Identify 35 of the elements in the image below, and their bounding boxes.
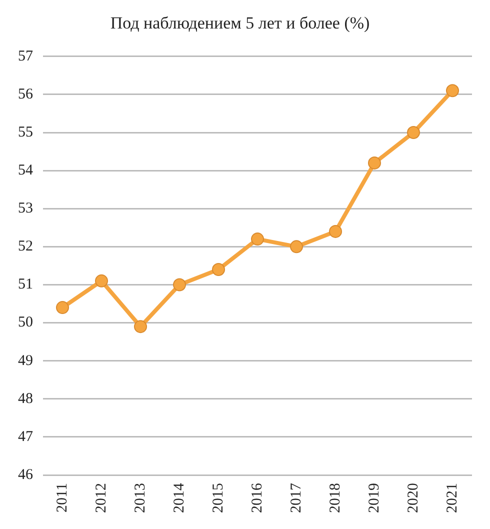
point [329,224,342,238]
y-tick-label: 53 [18,200,33,217]
y-tick-label: 55 [18,124,33,140]
chart-title: Под наблюдением 5 лет и более (%) [110,14,370,33]
point [56,301,69,314]
y-tick-label: 46 [18,466,34,483]
y-tick-label: 56 [18,86,34,102]
x-tick-label: 2011 [54,483,70,512]
point [134,320,147,334]
point [173,278,186,292]
y-tick-label: 47 [18,428,34,445]
y-tick-label: 50 [18,314,33,331]
point [251,232,264,246]
x-tick-label: 2016 [249,482,266,513]
x-tick-label: 2014 [171,482,188,513]
x-tick-label: 2020 [405,483,422,513]
y-tick-label: 52 [18,238,33,255]
y-tick-label: 57 [18,48,34,64]
x-tick-label: 2018 [327,483,344,513]
point [407,126,420,140]
x-tick-label: 2013 [132,483,148,513]
y-tick-label: 51 [18,276,33,293]
y-tick-label: 49 [18,352,33,369]
point [212,263,225,276]
y-tick-label: 48 [18,390,33,407]
x-tick-label: 2017 [288,482,304,513]
point [446,84,459,98]
x-tick-label: 2021 [444,483,460,513]
point [95,274,108,288]
point [368,156,381,170]
x-tick-label: 2012 [93,483,110,513]
x-tick-label: 2015 [210,483,226,513]
y-tick-label: 54 [18,162,34,178]
x-tick-label: 2019 [366,483,382,513]
point [290,240,303,254]
